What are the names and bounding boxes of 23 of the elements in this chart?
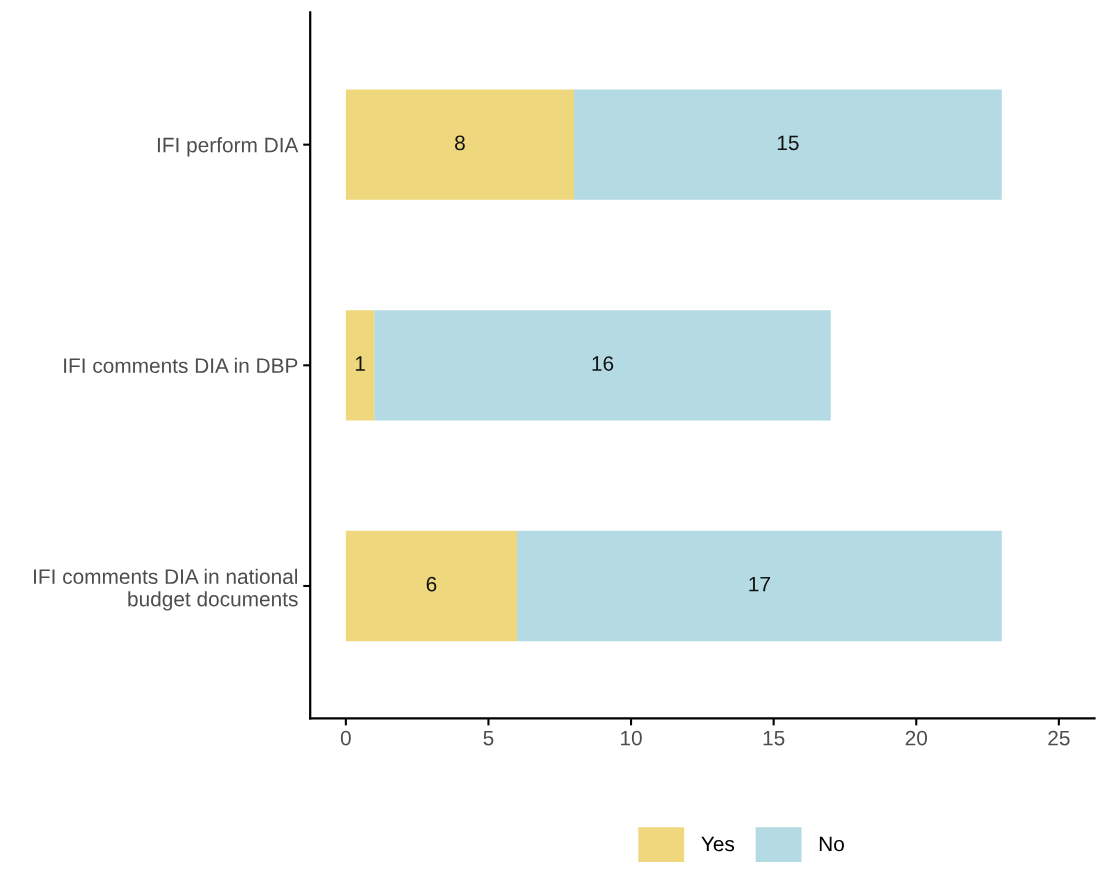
data-label: 6 xyxy=(426,576,437,592)
data-label: 17 xyxy=(749,577,770,592)
bar xyxy=(374,310,831,421)
x-tick-label: 10 xyxy=(621,730,642,746)
data-label: 1 xyxy=(355,356,365,371)
data-label: 16 xyxy=(592,356,614,371)
y-tick-label: IFI perform DIA xyxy=(157,137,299,157)
legend-label: Yes xyxy=(701,836,735,852)
x-tick-label: 20 xyxy=(905,730,928,746)
data-label: 15 xyxy=(777,135,799,151)
y-tick-label: IFI comments DIA in national budget documents xyxy=(34,568,298,611)
x-tick-label: 5 xyxy=(483,730,494,746)
legend-label: No xyxy=(819,836,844,852)
bar xyxy=(345,310,375,421)
bar xyxy=(345,89,575,200)
x-tick-label: 15 xyxy=(763,730,785,746)
data-label: 8 xyxy=(455,135,465,151)
x-tick-label: 25 xyxy=(1048,730,1070,746)
y-tick-label: IFI comments DIA in DBP xyxy=(64,357,298,374)
x-tick-label: 0 xyxy=(340,730,351,746)
bar xyxy=(516,530,1002,642)
bar xyxy=(345,530,517,642)
bar xyxy=(574,89,1002,200)
